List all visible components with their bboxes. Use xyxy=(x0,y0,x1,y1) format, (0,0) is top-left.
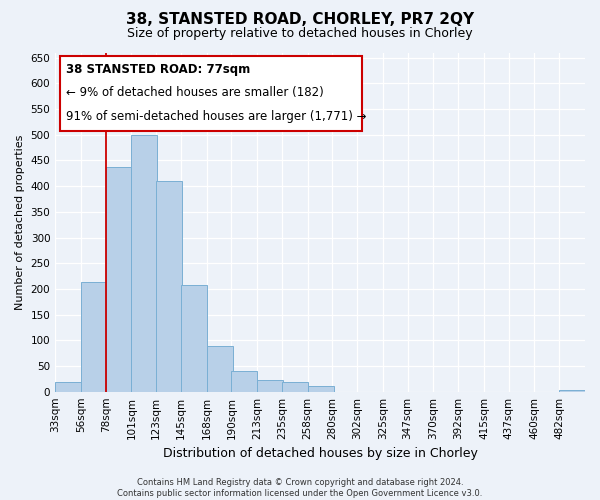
Bar xyxy=(156,181,182,392)
Y-axis label: Number of detached properties: Number of detached properties xyxy=(15,134,25,310)
Bar xyxy=(81,282,107,392)
Text: 38 STANSTED ROAD: 77sqm: 38 STANSTED ROAD: 77sqm xyxy=(66,62,251,76)
Text: Size of property relative to detached houses in Chorley: Size of property relative to detached ho… xyxy=(127,28,473,40)
Bar xyxy=(207,346,233,392)
Bar xyxy=(181,286,207,392)
Text: 91% of semi-detached houses are larger (1,771) →: 91% of semi-detached houses are larger (… xyxy=(66,110,367,123)
Bar xyxy=(308,386,334,392)
Bar xyxy=(559,390,585,392)
Text: 38, STANSTED ROAD, CHORLEY, PR7 2QY: 38, STANSTED ROAD, CHORLEY, PR7 2QY xyxy=(126,12,474,28)
Bar xyxy=(257,380,283,392)
Bar xyxy=(282,382,308,392)
Text: ← 9% of detached houses are smaller (182): ← 9% of detached houses are smaller (182… xyxy=(66,86,324,100)
Bar xyxy=(131,134,157,392)
Bar xyxy=(55,382,81,392)
Bar xyxy=(106,166,131,392)
Text: Contains HM Land Registry data © Crown copyright and database right 2024.
Contai: Contains HM Land Registry data © Crown c… xyxy=(118,478,482,498)
Bar xyxy=(232,371,257,392)
FancyBboxPatch shape xyxy=(61,56,362,130)
X-axis label: Distribution of detached houses by size in Chorley: Distribution of detached houses by size … xyxy=(163,447,478,460)
